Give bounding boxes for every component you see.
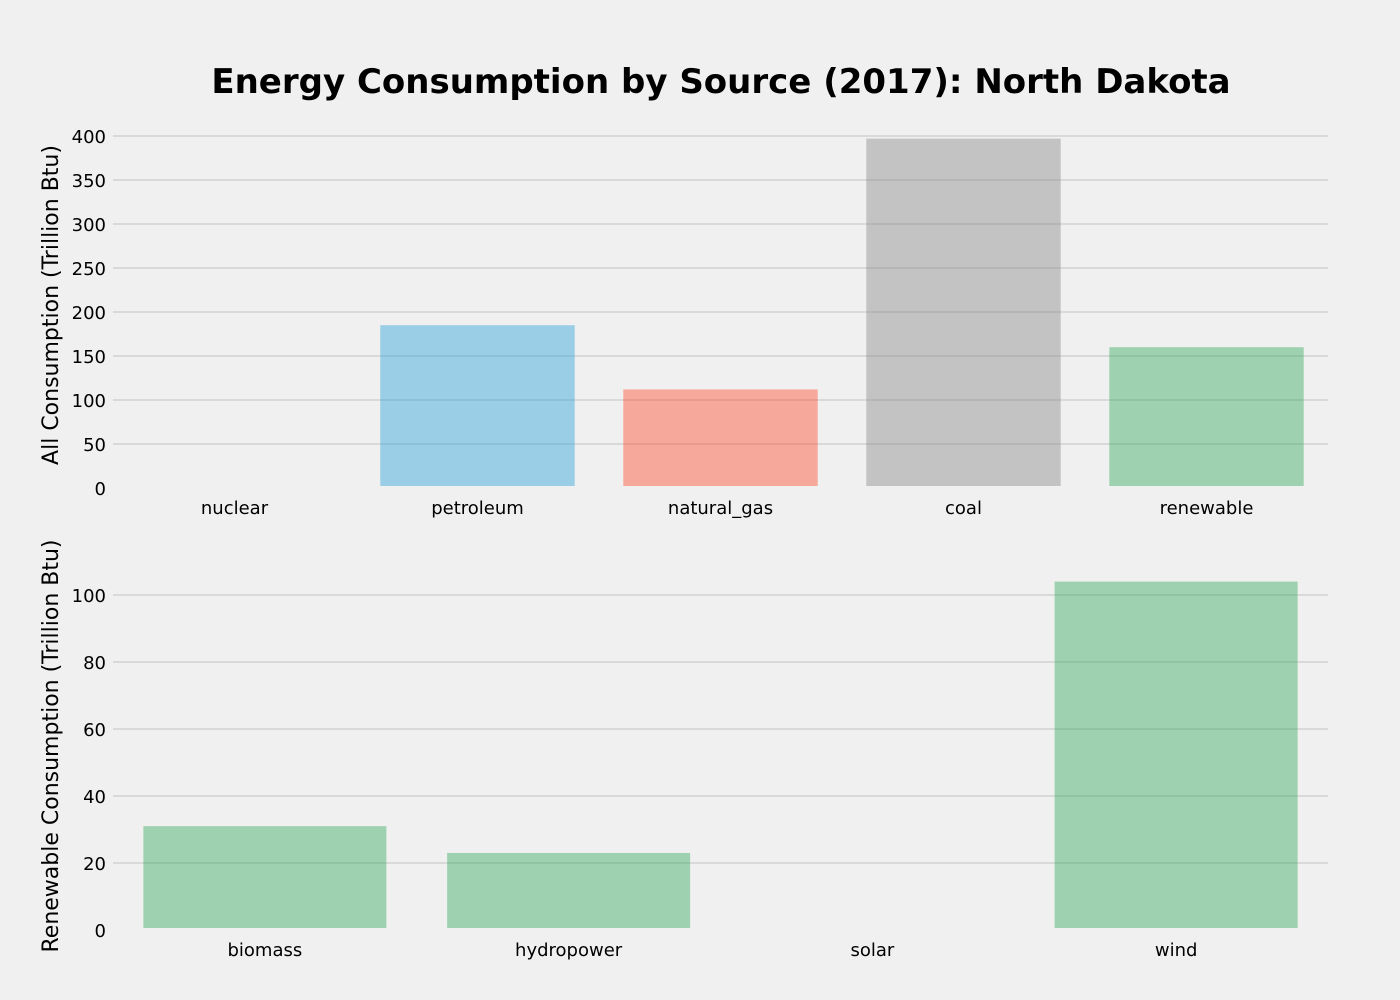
y-tick-label: 0	[95, 479, 106, 500]
figure-title: Energy Consumption by Source (2017): Nor…	[211, 62, 1230, 102]
x-tick-label: nuclear	[201, 498, 269, 519]
y-tick-label: 350	[72, 171, 106, 192]
y-tick-label: 150	[72, 347, 106, 368]
bar-coal	[866, 138, 1061, 486]
x-tick-label: wind	[1155, 940, 1198, 961]
y-axis-label: All Consumption (Trillion Btu)	[39, 145, 64, 465]
bar-hydropower	[447, 852, 691, 928]
x-tick-label: coal	[945, 498, 982, 519]
y-tick-label: 20	[83, 854, 106, 875]
y-tick-label: 250	[72, 259, 106, 280]
bar-biomass	[143, 826, 387, 928]
x-tick-label: natural_gas	[668, 498, 773, 519]
y-tick-label: 60	[83, 720, 106, 741]
y-tick-label: 80	[83, 653, 106, 674]
x-tick-label: renewable	[1160, 498, 1254, 519]
y-axis-label: Renewable Consumption (Trillion Btu)	[39, 539, 64, 952]
x-tick-label: solar	[850, 940, 894, 961]
bar-wind	[1054, 581, 1298, 928]
x-tick-label: hydropower	[515, 940, 623, 961]
y-tick-label: 300	[72, 215, 106, 236]
y-tick-label: 50	[83, 435, 106, 456]
y-tick-label: 200	[72, 303, 106, 324]
bar-petroleum	[380, 325, 575, 486]
x-tick-label: petroleum	[431, 498, 524, 519]
y-tick-label: 0	[95, 921, 106, 942]
x-tick-label: biomass	[227, 940, 302, 961]
y-tick-label: 100	[72, 391, 106, 412]
y-tick-label: 100	[72, 586, 106, 607]
y-tick-label: 40	[83, 787, 106, 808]
bottom-panel-renewable-consumption: 0 20 40 60 80 100 Renewable Consumption (Trill…	[39, 539, 1328, 961]
y-tick-label: 400	[72, 127, 106, 148]
bar-renewable	[1109, 347, 1304, 486]
top-panel-all-consumption: 0 50 100 150 200 250 300 350 400 All Consumption …	[39, 127, 1328, 519]
bar-natural-gas	[623, 389, 818, 486]
